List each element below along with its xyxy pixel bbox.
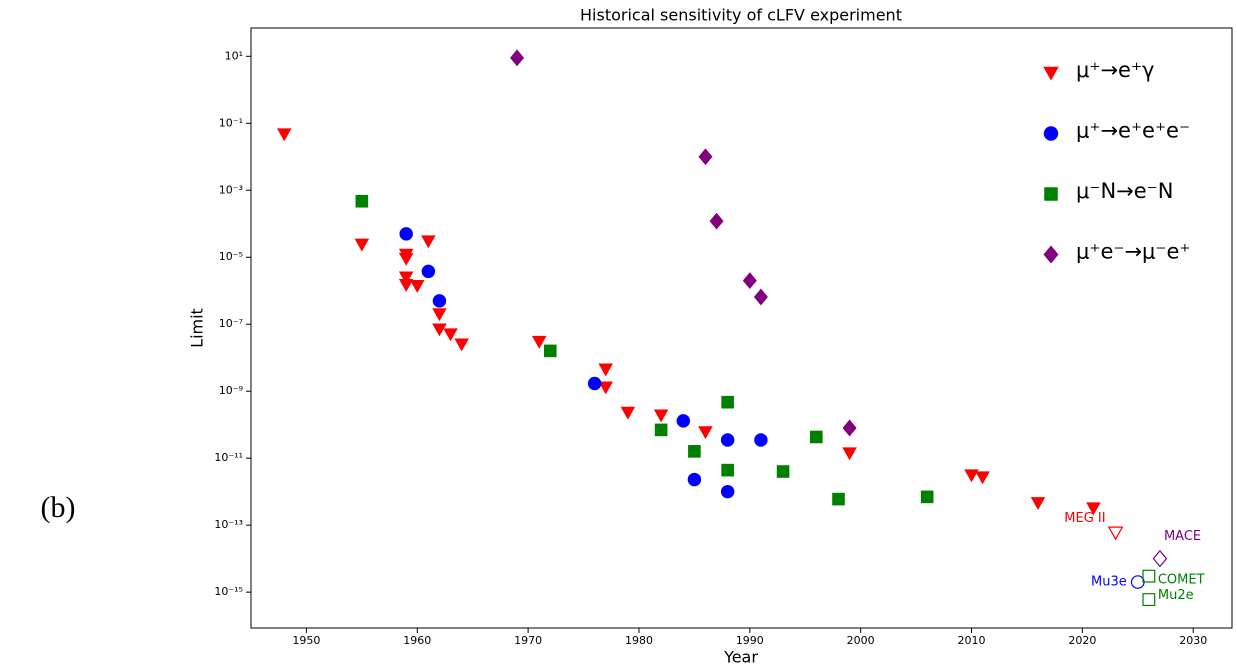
- x-axis-label: Year: [723, 648, 758, 667]
- point: [1043, 66, 1059, 81]
- point: [742, 272, 757, 290]
- point: [354, 238, 370, 252]
- y-tick-label: 10⁻¹³: [214, 518, 243, 531]
- point: [1142, 569, 1156, 583]
- point: [409, 279, 425, 293]
- point: [654, 423, 668, 437]
- point: [753, 288, 768, 306]
- x-tick-label: 1950: [292, 634, 320, 647]
- point: [1086, 502, 1101, 516]
- point: [531, 335, 547, 349]
- point: [975, 471, 990, 485]
- point: [432, 323, 447, 337]
- point: [698, 148, 713, 166]
- point: [620, 406, 636, 420]
- point: [721, 463, 734, 477]
- point: [276, 128, 292, 142]
- annotation: Mu2e: [1158, 588, 1194, 603]
- annotation: COMET: [1158, 573, 1205, 588]
- point: [1152, 549, 1168, 568]
- point: [720, 484, 735, 499]
- y-tick-label: 10¹: [225, 49, 243, 62]
- point: [687, 472, 702, 487]
- x-tick-label: 1970: [514, 634, 542, 647]
- point: [398, 278, 414, 292]
- point: [1043, 245, 1059, 264]
- y-tick-label: 10⁻¹: [219, 116, 243, 129]
- point: [355, 194, 369, 208]
- annotation: MACE: [1164, 529, 1201, 544]
- y-tick-label: 10⁻⁷: [219, 317, 243, 330]
- point: [721, 395, 734, 409]
- point: [432, 294, 447, 308]
- chart-title: Historical sensitivity of cLFV experimen…: [580, 6, 902, 25]
- point: [842, 447, 857, 461]
- point: [720, 433, 735, 447]
- x-tick-label: 1980: [625, 634, 653, 647]
- y-tick-label: 10⁻¹⁵: [214, 585, 243, 598]
- panel-label: (b): [41, 491, 76, 524]
- y-tick-label: 10⁻¹¹: [214, 451, 243, 464]
- y-tick-label: 10⁻³: [219, 183, 243, 196]
- point: [1130, 575, 1145, 589]
- annotation: MEG II: [1064, 511, 1105, 526]
- point: [421, 264, 436, 279]
- point: [543, 344, 557, 358]
- point: [510, 49, 525, 67]
- point: [598, 381, 613, 395]
- point: [698, 426, 713, 440]
- annotation: Mu3e: [1091, 575, 1127, 590]
- legend-label: μ⁺→e⁺e⁺e⁻: [1076, 119, 1190, 143]
- point: [598, 363, 613, 377]
- x-tick-label: 1990: [736, 634, 764, 647]
- point: [454, 338, 469, 352]
- x-tick-label: 2020: [1068, 634, 1096, 647]
- point: [1107, 526, 1124, 541]
- x-tick-label: 2010: [958, 634, 986, 647]
- point: [676, 414, 691, 428]
- point: [653, 409, 669, 423]
- point: [1043, 126, 1059, 141]
- point: [810, 430, 823, 444]
- point: [398, 252, 414, 266]
- point: [832, 492, 845, 506]
- x-tick-label: 1960: [403, 634, 431, 647]
- point: [776, 465, 790, 478]
- point: [920, 490, 934, 504]
- point: [1044, 187, 1058, 201]
- y-tick-label: 10⁻⁵: [219, 250, 243, 263]
- legend-label: μ⁺→e⁺γ: [1076, 58, 1154, 82]
- point: [421, 235, 436, 249]
- point: [398, 271, 414, 285]
- legend-label: μ⁺e⁻→μ⁻e⁺: [1076, 240, 1191, 264]
- plot-frame: [250, 27, 1233, 629]
- y-tick-label: 10⁻⁹: [219, 384, 243, 397]
- y-axis-label: Limit: [188, 308, 207, 348]
- point: [1142, 593, 1156, 607]
- point: [842, 419, 857, 437]
- point: [964, 469, 979, 483]
- point: [754, 433, 768, 447]
- point: [432, 308, 447, 322]
- x-tick-label: 2000: [847, 634, 875, 647]
- point: [587, 376, 602, 391]
- legend-label: μ⁻N→e⁻N: [1076, 179, 1173, 203]
- point: [443, 328, 458, 342]
- point: [688, 445, 701, 458]
- point: [399, 227, 413, 241]
- x-tick-label: 2030: [1179, 634, 1207, 647]
- point: [1030, 497, 1046, 510]
- point: [709, 212, 724, 230]
